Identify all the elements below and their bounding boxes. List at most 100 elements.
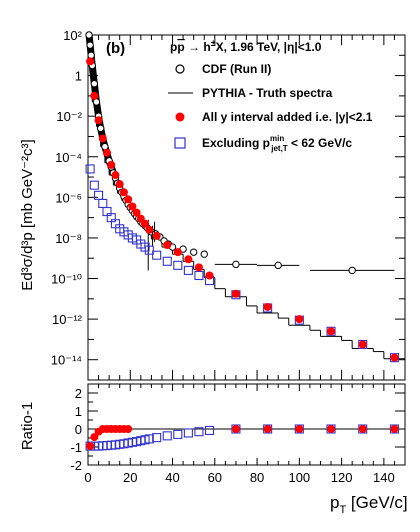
legend-label-pythia: PYTHIA - Truth spectra <box>202 86 333 100</box>
y-tick-label: 10⁻¹² <box>52 312 83 327</box>
y-tick-label: 10² <box>63 28 82 43</box>
process-title: pp → h±X, 1.96 TeV, |η|<1.0 <box>170 38 322 54</box>
excl-point <box>194 270 204 281</box>
ally-point <box>194 263 203 272</box>
ally-point <box>128 202 137 211</box>
legend-marker-cdf <box>175 64 185 74</box>
ally-point <box>132 208 141 217</box>
x-tick-label: 100 <box>288 470 310 485</box>
ratio-y-tick-label: -2 <box>70 458 82 473</box>
x-title-p: p <box>330 493 339 512</box>
ratio-ally-point <box>295 425 304 433</box>
bottom-axis-tick-labels: -2 -1 0 1 2 <box>70 386 82 473</box>
excl-point <box>85 164 95 174</box>
excl-point <box>144 245 154 255</box>
cdf-point <box>86 41 94 49</box>
ally-point <box>124 195 133 204</box>
excl-point <box>162 256 172 266</box>
excl-point <box>183 265 193 275</box>
ally-point <box>94 116 103 125</box>
legend-marker-ally <box>175 112 185 122</box>
ratio-ally-point <box>124 425 133 433</box>
ally-point <box>86 57 95 66</box>
y-axis-title-bottom: Ratio-1 <box>19 402 36 450</box>
x-tick-label: 120 <box>331 470 353 485</box>
cdf-point <box>232 260 240 269</box>
ratio-y-tick-label: 2 <box>75 386 82 401</box>
y-tick-label: 10⁻⁴ <box>55 150 82 165</box>
process-p: p <box>170 40 177 54</box>
ratio-y-tick-label: -1 <box>70 440 82 455</box>
legend-excl-main: Excluding p <box>202 136 270 150</box>
ratio-excl-point <box>194 427 204 437</box>
excl-point <box>152 250 162 260</box>
legend: CDF (Run II) PYTHIA - Truth spectra All … <box>168 62 373 153</box>
ratio-ally-point <box>90 433 99 442</box>
y-tick-label: 10⁻⁸ <box>55 231 82 246</box>
legend-label-cdf: CDF (Run II) <box>202 62 271 76</box>
x-title-sub: T <box>339 504 346 516</box>
cdf-point <box>96 124 105 133</box>
legend-excl-sup: min <box>270 134 284 143</box>
ally-point <box>111 171 120 180</box>
ratio-excl-point <box>183 428 193 438</box>
ally-point <box>205 271 214 280</box>
ally-point <box>98 134 107 143</box>
excl-point <box>94 190 104 200</box>
ratio-ally-point <box>327 425 336 433</box>
y-tick-label: 10⁻¹⁰ <box>51 272 82 287</box>
ally-point <box>90 91 99 100</box>
x-tick-label: 140 <box>373 470 395 485</box>
series-all-y <box>86 57 399 362</box>
ratio-y-tick-label: 1 <box>75 404 82 419</box>
x-tick-label: 60 <box>208 470 222 485</box>
process-arrow: → h <box>185 40 211 54</box>
ally-point <box>184 255 193 264</box>
legend-label-ally: All y interval added i.e. |y|<2.1 <box>202 110 373 124</box>
cdf-point <box>200 250 208 258</box>
panel-label: (b) <box>106 40 125 57</box>
process-tail: X, 1.96 TeV, |η|<1.0 <box>216 40 322 54</box>
bottom-axis-ticks <box>87 383 406 466</box>
ratio-ally-point <box>358 425 367 433</box>
ally-point <box>390 353 399 362</box>
process-pbar: p <box>177 40 184 54</box>
x-axis-tick-labels: 0 20 40 60 80 100 120 140 <box>84 470 394 485</box>
excl-point <box>89 180 99 190</box>
ally-point <box>103 148 112 157</box>
ratio-excl-point <box>162 431 172 441</box>
ally-point <box>107 160 116 169</box>
x-tick-label: 20 <box>123 470 137 485</box>
cdf-point <box>189 248 198 256</box>
ally-point <box>327 327 336 336</box>
x-tick-label: 80 <box>250 470 264 485</box>
y-axis-title-top: Ed³σ/d³p [mb GeV⁻²c³] <box>19 139 36 290</box>
y-tick-label: 10⁻¹⁴ <box>51 353 82 368</box>
ratio-excl-point <box>152 433 162 443</box>
ratio-excl-point <box>144 434 154 444</box>
ratio-ally-point <box>231 425 240 433</box>
ally-point <box>173 248 182 257</box>
ally-point <box>152 231 161 240</box>
x-axis-title: pT [GeV/c] <box>330 493 408 516</box>
x-tick-label: 0 <box>84 470 91 485</box>
ratio-excl-point <box>204 425 215 435</box>
ally-point <box>295 315 304 324</box>
process-pm: ± <box>211 38 216 48</box>
ratio-ally-point <box>86 442 95 451</box>
legend-excl-tail: < 62 GeV/c <box>288 136 353 150</box>
ratio-excl-point <box>173 429 183 439</box>
cdf-point <box>348 266 356 275</box>
legend-excl-sub: jet,T <box>270 144 288 153</box>
bottom-plot-frame <box>87 383 406 466</box>
ally-point <box>115 180 124 189</box>
ratio-ally-point <box>390 425 399 433</box>
excl-point <box>173 260 183 270</box>
y-tick-label: 1 <box>75 69 82 84</box>
x-title-tail: [GeV/c] <box>346 493 407 512</box>
ally-point <box>358 340 367 349</box>
ally-point <box>163 241 172 250</box>
ally-point <box>231 289 240 298</box>
ratio-series-all-y <box>86 425 399 451</box>
